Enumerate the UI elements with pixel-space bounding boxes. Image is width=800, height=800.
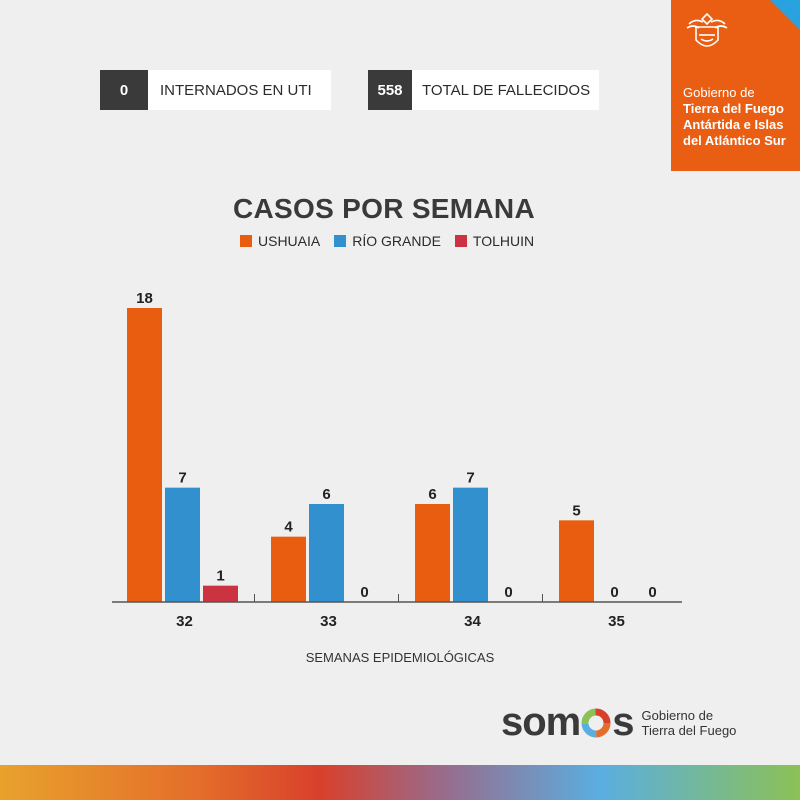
data-label-rio-grande-week-33: 6 [322, 486, 330, 503]
bar-rio-grande-week-34 [453, 487, 488, 602]
bar-ushuaia-week-35 [559, 520, 594, 602]
data-label-ushuaia-week-32: 18 [136, 290, 153, 307]
stat-fallecidos: 558 TOTAL DE FALLECIDOS [368, 70, 599, 110]
stat-fallecidos-label: TOTAL DE FALLECIDOS [422, 81, 591, 99]
x-tick-label-35: 35 [608, 613, 625, 630]
data-label-rio-grande-week-35: 0 [610, 584, 618, 601]
somos-word-right: s [612, 700, 634, 744]
bar-tolhuin-week-32 [203, 585, 238, 602]
government-line1: Gobierno de [683, 85, 755, 100]
bar-rio-grande-week-32 [165, 487, 200, 602]
data-label-tolhuin-week-33: 0 [360, 584, 368, 601]
somos-wordmark: som s [501, 700, 635, 745]
legend-item-rio-grande: RÍO GRANDE [334, 233, 441, 249]
data-label-tolhuin-week-34: 0 [504, 584, 512, 601]
legend-item-tolhuin: TOLHUIN [454, 233, 535, 249]
bottom-gradient-bar [0, 765, 800, 800]
government-badge: Gobierno de Tierra del Fuego Antártida e… [671, 0, 800, 171]
stat-internados: 0 INTERNADOS EN UTI [100, 70, 331, 110]
data-label-rio-grande-week-34: 7 [466, 470, 474, 487]
government-line4: del Atlántico Sur [683, 133, 786, 148]
data-label-ushuaia-week-33: 4 [284, 519, 293, 536]
stat-internados-label: INTERNADOS EN UTI [160, 81, 312, 99]
legend-label-ushuaia: USHUAIA [258, 233, 321, 249]
somos-word-left: som [501, 700, 581, 744]
bar-ushuaia-week-32 [127, 308, 162, 602]
somos-subtitle-line1: Gobierno de [641, 707, 714, 723]
data-label-rio-grande-week-32: 7 [178, 470, 186, 487]
stat-internados-value: 0 [100, 70, 148, 110]
data-label-ushuaia-week-35: 5 [572, 502, 580, 519]
x-tick-label-32: 32 [176, 613, 193, 630]
legend-swatch-tolhuin [454, 235, 467, 247]
somos-logo: som s Gobierno de Tierra del Fuego [501, 700, 736, 745]
bar-ushuaia-week-34 [415, 504, 450, 602]
somos-subtitle-line2: Tierra del Fuego [641, 722, 737, 738]
somos-subtitle: Gobierno de Tierra del Fuego [642, 708, 737, 738]
coat-of-arms-icon [686, 12, 728, 47]
legend-swatch-ushuaia [240, 235, 252, 247]
legend-label-rio-grande: RÍO GRANDE [352, 233, 441, 249]
bar-rio-grande-week-33 [309, 504, 344, 602]
somos-ring-icon [581, 708, 611, 737]
legend-swatch-rio-grande [334, 235, 347, 247]
government-line3: Antártida e Islas [683, 117, 784, 132]
government-line2: Tierra del Fuego [683, 101, 784, 116]
x-tick-label-33: 33 [320, 613, 337, 630]
legend-label-tolhuin: TOLHUIN [472, 233, 535, 249]
data-label-tolhuin-week-32: 1 [216, 568, 224, 585]
data-label-ushuaia-week-34: 6 [428, 486, 436, 503]
stat-fallecidos-value: 558 [368, 70, 412, 110]
government-name: Gobierno de Tierra del Fuego Antártida e… [683, 85, 786, 149]
chart-title: CASOS POR SEMANA [233, 193, 535, 224]
x-axis-label: SEMANAS EPIDEMIOLÓGICAS [305, 650, 495, 665]
data-label-tolhuin-week-35: 0 [648, 584, 656, 601]
legend-item-ushuaia: USHUAIA [240, 233, 320, 249]
chart-legend: USHUAIA RÍO GRANDE TOLHUIN [240, 233, 534, 249]
bar-ushuaia-week-33 [271, 536, 306, 602]
x-tick-label-34: 34 [464, 613, 481, 630]
corner-fold-icon [770, 0, 800, 30]
